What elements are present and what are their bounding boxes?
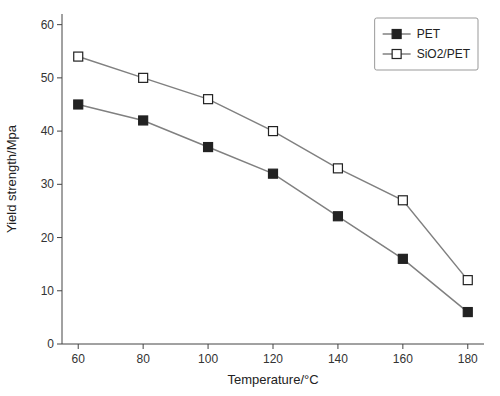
y-tick [57,77,62,78]
data-point [398,254,407,263]
y-tick [57,290,62,291]
y-tick [57,237,62,238]
x-tick [208,344,209,349]
x-axis-label: Temperature/°C [227,372,318,387]
legend: PET SiO2/PET [375,18,478,70]
plot-data [74,52,473,316]
legend-swatch-marker [392,30,401,39]
x-tick [143,344,144,349]
data-point [269,127,278,136]
y-tick-label: 30 [41,177,55,191]
y-tick-label: 40 [41,124,55,138]
data-point [333,164,342,173]
x-tick-label: 100 [198,352,218,366]
y-tick-label: 50 [41,71,55,85]
data-point [139,116,148,125]
chart-container: 60 80 100 120 140 160 180 0 10 20 30 40 50 60 Temperat… [0,0,500,396]
y-tick [57,24,62,25]
legend-box [375,18,478,70]
x-tick [402,344,403,349]
legend-swatch-marker [392,50,401,59]
data-point [74,52,83,61]
y-tick [57,131,62,132]
x-tick [273,344,274,349]
legend-label: SiO2/PET [417,47,471,61]
y-tick [57,184,62,185]
y-tick-label: 60 [41,18,55,32]
data-point [333,212,342,221]
legend-label: PET [417,27,441,41]
data-point [269,169,278,178]
data-point [204,143,213,152]
series-line [78,57,468,281]
x-tick-label: 60 [72,352,86,366]
y-tick-label: 0 [47,337,54,351]
data-point [74,100,83,109]
y-tick-label: 10 [41,284,55,298]
y-axis-line [62,14,63,344]
x-tick-label: 120 [263,352,283,366]
x-tick-label: 80 [136,352,150,366]
x-tick-label: 160 [393,352,413,366]
x-tick [337,344,338,349]
data-point [463,308,472,317]
x-tick [467,344,468,349]
x-tick-label: 140 [328,352,348,366]
y-tick [57,344,62,345]
y-axis-label: Yield strength/Mpa [4,124,19,233]
chart: 60 80 100 120 140 160 180 0 10 20 30 40 50 60 Temperat… [0,0,500,396]
data-point [204,95,213,104]
data-point [398,196,407,205]
y-tick-label: 20 [41,231,55,245]
data-point [463,276,472,285]
x-tick-label: 180 [458,352,478,366]
data-point [139,73,148,82]
x-tick [78,344,79,349]
